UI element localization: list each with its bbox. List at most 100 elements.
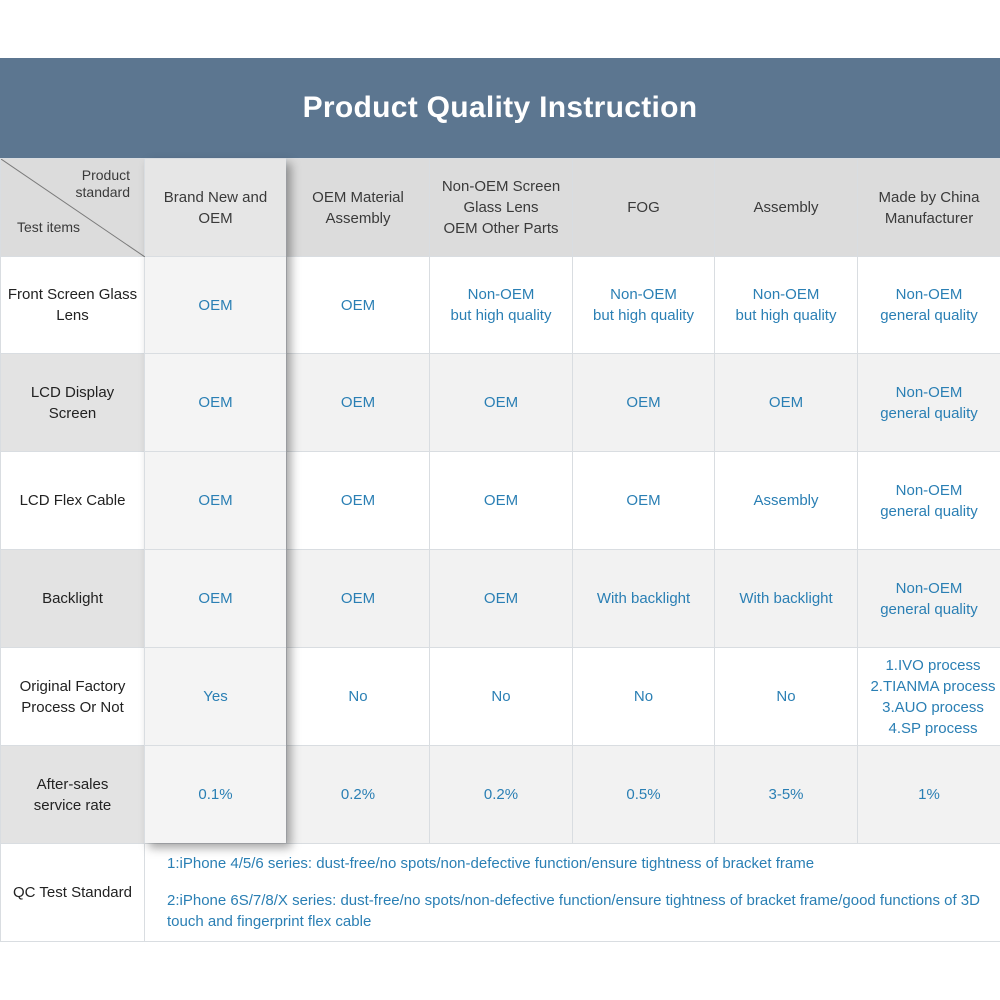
cell-value: Yes (203, 688, 228, 705)
table-cell: OEM (286, 256, 430, 354)
cell-value: OEM (340, 590, 376, 607)
table-cell: 0.2% (286, 745, 430, 844)
process-list-item: 1.IVO process (885, 656, 981, 674)
cell-value: 0.2% (483, 786, 519, 803)
row-label: Backlight (0, 549, 145, 648)
corner-diagonal-line (1, 159, 145, 257)
column-header-non-oem-screen: Non-OEM Screen Glass Lens OEM Other Part… (429, 158, 573, 257)
cell-value: general quality (880, 307, 978, 324)
qc-standard-line: 2:iPhone 6S/7/8/X series: dust-free/no s… (167, 892, 980, 930)
table-cell: OEM (286, 353, 430, 452)
cell-value: 3-5% (768, 786, 804, 803)
cell-value: Non-OEM (895, 481, 963, 499)
cell-value: No (633, 688, 654, 705)
table-row-front-screen-glass: Front Screen Glass Lens OEM OEM Non-OEM b… (0, 256, 1000, 354)
column-header-brand-new: Brand New and OEM (144, 158, 287, 257)
row-label: QC Test Standard (0, 843, 145, 942)
table-cell: OEM (286, 451, 430, 550)
table-row-qc-standard: QC Test Standard 1:iPhone 4/5/6 series: … (0, 843, 1000, 942)
cell-value: OEM (626, 394, 661, 411)
cell-value: No (491, 688, 511, 705)
cell-value: OEM (626, 492, 661, 509)
qc-standard-line: 1:iPhone 4/5/6 series: dust-free/no spot… (167, 855, 815, 872)
column-header-line: Made by China (878, 188, 980, 206)
cell-value: general quality (880, 404, 978, 422)
table-cell: OEM (144, 451, 287, 550)
table-cell: OEM (572, 451, 715, 550)
cell-value: Non-OEM (895, 383, 963, 401)
corner-top-label: Product standard (76, 167, 130, 201)
table-cell: OEM (429, 353, 573, 452)
column-header-line: Glass Lens (463, 199, 539, 216)
table-row-lcd-display: LCD Display Screen OEM OEM OEM OEM OEM N… (0, 353, 1000, 452)
table-cell: 1% (857, 745, 1000, 844)
table-cell: OEM (714, 353, 858, 452)
column-header-china-manufacturer: Made by China Manufacturer (857, 158, 1000, 257)
cell-value: OEM (483, 590, 519, 607)
cell-value: general quality (880, 600, 978, 618)
column-header-line: Assembly (753, 199, 819, 216)
cell-value: but high quality (450, 307, 552, 324)
process-list-cell: 1.IVO process 2.TIANMA process 3.AUO pro… (857, 647, 1000, 746)
column-header-line: Brand New and (163, 188, 268, 206)
table-cell: OEM (144, 549, 287, 648)
table-cell: Non-OEM but high quality (429, 256, 573, 354)
cell-value: Non-OEM (895, 286, 963, 303)
quality-table-frame: Product Quality Instruction Product stan… (0, 58, 1000, 942)
table-cell: 0.1% (144, 745, 287, 844)
table-cell: Non-OEM but high quality (714, 256, 858, 354)
cell-value: OEM (198, 590, 233, 607)
column-header-line: OEM Material (312, 188, 404, 206)
cell-value: general quality (880, 502, 978, 520)
row-label-line: LCD Display (30, 383, 115, 401)
cell-value: No (776, 688, 796, 705)
table-cell: Non-OEM general quality (857, 353, 1000, 452)
row-label-line: Process Or Not (21, 698, 124, 716)
row-label-line: After-sales (36, 775, 109, 793)
table-cell: OEM (572, 353, 715, 452)
cell-value: 0.2% (340, 786, 376, 803)
row-label-line: Lens (56, 307, 89, 324)
table-cell: Assembly (714, 451, 858, 550)
row-label: After-sales service rate (0, 745, 145, 844)
process-list-item: 3.AUO process (882, 698, 984, 716)
table-cell: OEM (429, 451, 573, 550)
column-header-line: Assembly (325, 209, 391, 227)
cell-value: With backlight (596, 590, 691, 607)
table-cell: No (714, 647, 858, 746)
cell-value: Assembly (753, 492, 819, 509)
cell-value: Non-OEM (752, 286, 820, 303)
table-cell: OEM (429, 549, 573, 648)
row-label: Original Factory Process Or Not (0, 647, 145, 746)
table-cell: No (429, 647, 573, 746)
cell-value: OEM (198, 492, 233, 509)
table-cell: No (286, 647, 430, 746)
cell-value: OEM (340, 492, 376, 509)
table-cell: 3-5% (714, 745, 858, 844)
column-header-line: OEM Other Parts (443, 220, 559, 237)
row-label: LCD Flex Cable (0, 451, 145, 550)
cell-value: Non-OEM (610, 286, 677, 303)
column-header-fog: FOG (572, 158, 715, 257)
cell-value: but high quality (593, 307, 694, 324)
table-cell: OEM (286, 549, 430, 648)
table-cell: Non-OEM general quality (857, 549, 1000, 648)
row-label-line: Backlight (42, 590, 103, 607)
cell-value: 1% (918, 786, 940, 803)
cell-value: OEM (198, 394, 233, 411)
table-cell: Non-OEM but high quality (572, 256, 715, 354)
column-header-line: FOG (627, 199, 660, 216)
page-title: Product Quality Instruction (0, 58, 1000, 158)
process-list-item: 2.TIANMA process (870, 677, 996, 695)
table-cell: Non-OEM general quality (857, 451, 1000, 550)
corner-top-label-line1: Product (81, 167, 130, 183)
row-label: Front Screen Glass Lens (0, 256, 145, 354)
row-label-line: QC Test Standard (13, 884, 132, 901)
table-cell: 0.5% (572, 745, 715, 844)
process-list-item: 4.SP process (888, 719, 978, 737)
row-label: LCD Display Screen (0, 353, 145, 452)
table-cell: OEM (144, 353, 287, 452)
table-row-original-factory: Original Factory Process Or Not Yes No N… (0, 647, 1000, 746)
corner-top-label-line2: standard (75, 184, 130, 200)
table-cell: With backlight (714, 549, 858, 648)
